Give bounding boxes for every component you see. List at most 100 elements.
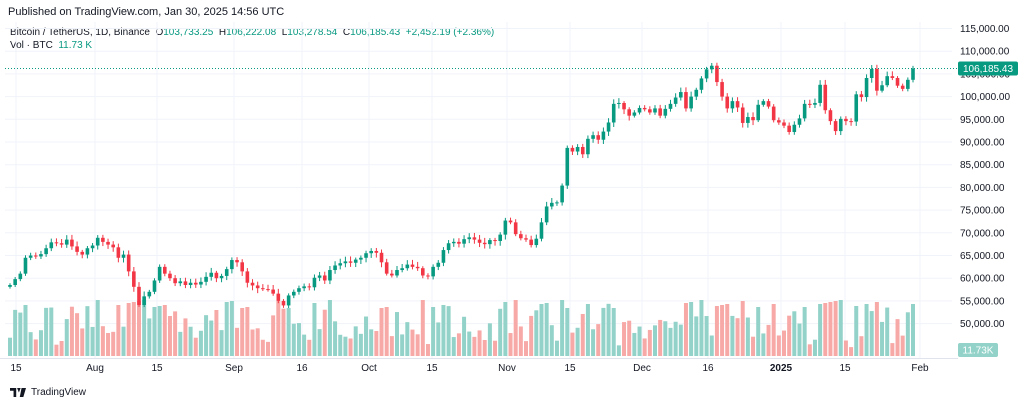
volume-bar	[869, 311, 874, 356]
last-price-badge	[958, 61, 1018, 76]
volume-bar	[575, 327, 580, 356]
volume-bar	[33, 339, 38, 356]
candle-body	[570, 147, 575, 152]
candle-body	[751, 117, 755, 121]
x-tick-label: Dec	[633, 363, 651, 374]
candle-body	[715, 65, 719, 83]
published-note: Published on TradingView.com, Jan 30, 20…	[8, 6, 285, 18]
x-tick-label: 2025	[770, 363, 793, 374]
volume-bar	[240, 308, 245, 356]
candle-body	[555, 202, 559, 204]
candle-body	[224, 269, 229, 276]
volume-bar	[745, 317, 750, 356]
y-tick-label: 55,000.00	[960, 296, 1005, 307]
candle-body	[591, 135, 595, 139]
volume-bar	[85, 306, 90, 356]
candle-body	[178, 281, 183, 284]
volume-bar	[75, 313, 80, 356]
tradingview-logo-icon	[10, 388, 26, 397]
candle-body	[451, 241, 456, 244]
candle-body	[126, 254, 131, 272]
volume-bar	[13, 309, 18, 356]
candle-body	[818, 84, 822, 103]
volume-bar	[833, 301, 838, 356]
volume-bar	[95, 300, 100, 356]
volume-bar	[18, 312, 23, 356]
volume-bar	[472, 336, 477, 356]
volume-bar	[271, 315, 276, 356]
candle-body	[503, 220, 508, 235]
candle-body	[101, 237, 105, 242]
candle-body	[575, 146, 580, 152]
volume-bar	[291, 323, 296, 356]
volume-bar	[900, 335, 905, 356]
volume-bar	[147, 318, 152, 356]
volume-bar	[121, 326, 126, 356]
candle-body	[859, 94, 864, 98]
candle-body	[322, 275, 327, 281]
volume-bar	[689, 302, 694, 356]
volume-bar	[152, 307, 157, 356]
volume-bar	[343, 336, 348, 356]
candle-body	[333, 265, 337, 271]
candle-body	[64, 239, 69, 245]
volume-bar	[364, 316, 369, 356]
volume-bar	[637, 326, 642, 356]
candle-body	[493, 240, 497, 242]
volume-bar	[209, 320, 214, 356]
volume-bar	[266, 341, 270, 356]
volume-bar	[374, 331, 379, 356]
volume-badge-label: 11.73K	[963, 346, 994, 357]
volume-bar	[178, 331, 183, 356]
volume-bar	[874, 302, 879, 356]
volume-bar	[54, 344, 59, 356]
volume-bar	[59, 340, 64, 356]
volume-bar	[369, 329, 374, 356]
volume-bar	[281, 308, 286, 356]
x-tick-label: 15	[10, 363, 22, 374]
volume-bar	[673, 321, 678, 356]
candle-body	[611, 103, 616, 123]
candle-body	[653, 108, 657, 113]
candle-body	[849, 121, 853, 123]
candle-body	[823, 84, 828, 111]
y-tick-label: 90,000.00	[960, 138, 1005, 149]
y-tick-label: 115,000.00	[960, 24, 1010, 35]
candle-body	[627, 109, 631, 116]
candle-body	[183, 281, 188, 286]
candle-body	[80, 251, 85, 255]
candle-body	[844, 118, 848, 122]
x-tick-label: Oct	[361, 363, 377, 374]
volume-bar	[730, 315, 735, 356]
volume-bar	[606, 303, 611, 356]
volume-bar	[131, 302, 136, 356]
volume-bar	[441, 305, 446, 356]
volume-bar	[276, 301, 281, 356]
volume-bar	[317, 329, 322, 356]
candle-body	[106, 241, 110, 245]
candle-body	[204, 276, 208, 282]
volume-bar	[699, 300, 704, 356]
candle-body	[338, 263, 343, 266]
volume-bar	[229, 301, 234, 356]
volume-bar	[183, 318, 188, 356]
tradingview-brand: TradingView	[31, 387, 87, 398]
x-tick-label: Feb	[911, 363, 929, 374]
candle-body	[436, 262, 441, 267]
volume-bar	[761, 333, 766, 356]
candle-body	[622, 102, 626, 110]
candle-body	[142, 296, 146, 305]
volume-bar	[591, 329, 596, 356]
candle-body	[359, 257, 363, 260]
volume-bar	[580, 314, 585, 356]
candle-body	[44, 248, 48, 255]
low-value: 103,278.54	[287, 27, 338, 38]
volume-bar	[549, 325, 554, 356]
candle-body	[606, 122, 611, 132]
volume-bar	[431, 307, 436, 356]
volume-bar	[395, 312, 399, 356]
volume-bar	[436, 322, 441, 356]
change-value: +2,452.19 (+2.36%)	[405, 27, 495, 38]
candle-body	[410, 264, 415, 267]
